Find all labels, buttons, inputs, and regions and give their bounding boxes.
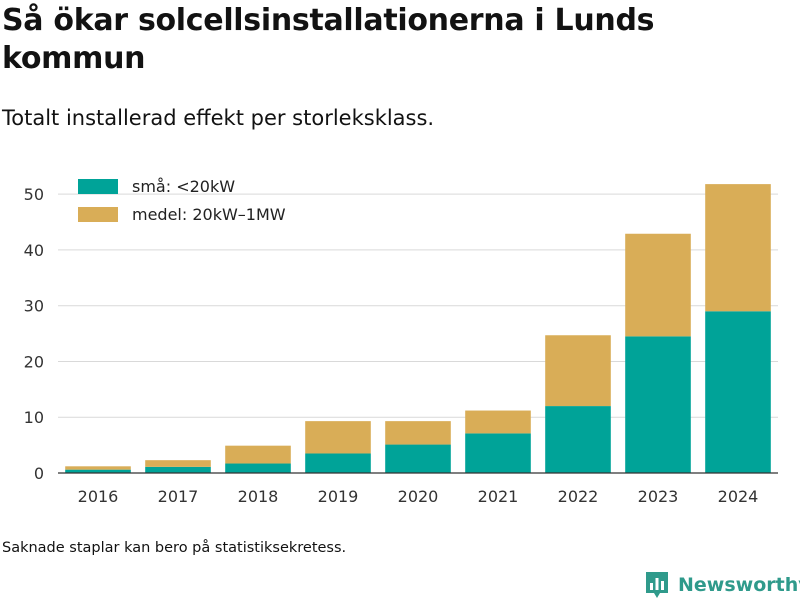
bar-segment [705, 311, 771, 473]
y-tick-label: 20 [24, 352, 44, 371]
legend: små: <20kW medel: 20kW–1MW [78, 177, 286, 224]
x-tick-label: 2022 [558, 487, 599, 506]
x-tick-label: 2017 [158, 487, 199, 506]
x-tick-label: 2018 [238, 487, 279, 506]
bar-segment [625, 233, 691, 337]
bar-segment [145, 466, 211, 473]
bar-segment [385, 444, 451, 473]
bar-segment [465, 433, 531, 473]
y-tick-label: 10 [24, 408, 44, 427]
bars [65, 184, 771, 473]
brand-name: Newsworthy [678, 574, 800, 596]
bar-segment [385, 421, 451, 445]
y-tick-label: 0 [34, 464, 44, 483]
bar-segment [145, 460, 211, 467]
bar-segment [305, 421, 371, 454]
chart-subtitle: Totalt installerad effekt per storlekskl… [2, 106, 435, 130]
bar-segment [65, 469, 131, 473]
y-tick-label: 40 [24, 241, 44, 260]
x-axis: 2016 2017 2018 2019 2020 2021 2022 2023 2024 [58, 472, 778, 506]
bar-segment [305, 453, 371, 473]
bar-segment [625, 336, 691, 473]
brand-logo: Newsworthy [644, 570, 800, 600]
bar-segment [465, 410, 531, 434]
x-tick-label: 2023 [638, 487, 679, 506]
y-tick-label: 30 [24, 297, 44, 316]
footnote: Saknade staplar kan bero på statistiksek… [2, 540, 347, 556]
chart-logo-icon [646, 572, 668, 598]
y-axis: 0 10 20 30 40 50 [24, 185, 44, 483]
bar-segment [545, 406, 611, 473]
bar-segment [225, 463, 291, 473]
x-tick-label: 2021 [478, 487, 519, 506]
legend-label: medel: 20kW–1MW [132, 205, 286, 224]
legend-swatch [78, 207, 118, 222]
x-tick-label: 2016 [78, 487, 119, 506]
y-tick-label: 50 [24, 185, 44, 204]
x-tick-label: 2019 [318, 487, 359, 506]
chart-title: Så ökar solcellsinstallationerna i Lunds… [2, 3, 655, 76]
bar-segment [705, 184, 771, 312]
legend-swatch [78, 179, 118, 194]
legend-label: små: <20kW [132, 177, 235, 196]
bar-segment [225, 445, 291, 464]
stacked-bar-chart: 0 10 20 30 40 50 2016 2017 2018 2019 2020 2021 2022… [24, 177, 778, 506]
x-tick-label: 2020 [398, 487, 439, 506]
bar-segment [545, 335, 611, 407]
x-tick-label: 2024 [718, 487, 759, 506]
bar-segment [65, 466, 131, 470]
